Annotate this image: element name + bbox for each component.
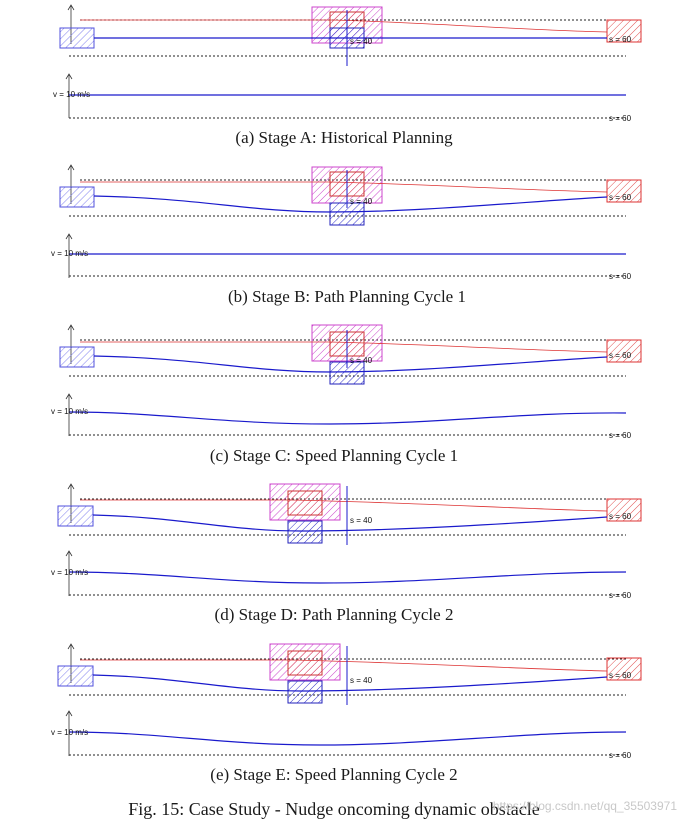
target-box bbox=[606, 657, 642, 681]
ego-vehicle-box bbox=[59, 27, 95, 49]
planned-path bbox=[92, 514, 608, 532]
reference-line bbox=[80, 19, 608, 33]
planned-path bbox=[93, 355, 608, 373]
panel-d: s = 40 s = 60 v = 10 m/s s = 60 (d) Stag… bbox=[51, 483, 642, 624]
ego-vehicle-box bbox=[59, 186, 95, 208]
panel-e: s = 40 s = 60 v = 10 m/s s = 60 (e) Stag… bbox=[51, 643, 642, 784]
target-box bbox=[606, 19, 642, 43]
end-label: s = 60 bbox=[609, 351, 632, 360]
v-end-label: s = 60 bbox=[609, 591, 632, 600]
y-axis-arrow bbox=[65, 393, 73, 400]
v-label: v = 10 m/s bbox=[51, 407, 88, 416]
v-label: v = 10 m/s bbox=[51, 249, 88, 258]
path-plot: s = 40 s = 60 bbox=[59, 324, 642, 385]
figure-caption: Fig. 15: Case Study - Nudge oncoming dyn… bbox=[128, 799, 539, 819]
reference-line bbox=[80, 499, 608, 512]
speed-plot: v = 10 m/s s = 60 bbox=[51, 233, 632, 281]
y-axis-arrow bbox=[67, 4, 75, 11]
panel-b: s = 40 s = 60 v = 10 m/s s = 60 (b) Stag… bbox=[51, 164, 642, 306]
speed-plot: v = 10 m/s s = 60 bbox=[51, 393, 632, 440]
y-axis-arrow bbox=[67, 483, 75, 490]
dynamic-obstacle-box bbox=[287, 680, 323, 704]
y-axis-arrow bbox=[65, 710, 73, 717]
ego-vehicle-box bbox=[59, 346, 95, 368]
planned-path bbox=[92, 674, 608, 692]
watermark: https://blog.csdn.net/qq_35503971 bbox=[493, 799, 677, 813]
panel-caption: (d) Stage D: Path Planning Cycle 2 bbox=[215, 605, 454, 624]
obstacle-box bbox=[287, 650, 323, 676]
v-label: v = 10 m/s bbox=[51, 568, 88, 577]
path-plot: s = 40 s = 60 bbox=[59, 164, 642, 226]
reference-line bbox=[80, 659, 608, 672]
speed-profile bbox=[68, 411, 627, 425]
end-label: s = 60 bbox=[609, 671, 632, 680]
obstacle-box bbox=[287, 490, 323, 516]
dynamic-obstacle-box bbox=[287, 520, 323, 544]
s-label: s = 40 bbox=[350, 197, 373, 206]
v-end-label: s = 60 bbox=[609, 114, 632, 123]
v-label: v = 10 m/s bbox=[51, 728, 88, 737]
reference-line bbox=[80, 181, 608, 193]
panel-c: s = 40 s = 60 v = 10 m/s s = 60 (c) Stag… bbox=[51, 324, 642, 465]
s-label: s = 40 bbox=[350, 356, 373, 365]
path-plot: s = 40 s = 60 bbox=[59, 4, 642, 66]
panel-caption: (b) Stage B: Path Planning Cycle 1 bbox=[228, 287, 466, 306]
v-end-label: s = 60 bbox=[609, 272, 632, 281]
y-axis-arrow bbox=[67, 643, 75, 650]
panel-a: s = 40 s = 60 v = 10 m/s s = 60 (a) Stag… bbox=[53, 4, 642, 147]
end-label: s = 60 bbox=[609, 512, 632, 521]
ego-vehicle-box bbox=[57, 505, 94, 527]
end-label: s = 60 bbox=[609, 35, 632, 44]
path-plot: s = 40 s = 60 bbox=[57, 643, 642, 705]
v-end-label: s = 60 bbox=[609, 751, 632, 760]
panel-caption: (c) Stage C: Speed Planning Cycle 1 bbox=[210, 446, 458, 465]
target-box bbox=[606, 498, 642, 522]
speed-plot: v = 10 m/s s = 60 bbox=[51, 710, 632, 760]
speed-profile bbox=[68, 731, 627, 746]
panel-caption: (a) Stage A: Historical Planning bbox=[235, 128, 453, 147]
v-end-label: s = 60 bbox=[609, 431, 632, 440]
y-axis-arrow bbox=[67, 324, 75, 331]
speed-plot: v = 10 m/s s = 60 bbox=[53, 73, 632, 123]
speed-profile bbox=[68, 571, 627, 584]
planned-path bbox=[93, 195, 608, 213]
end-label: s = 60 bbox=[609, 193, 632, 202]
path-plot: s = 40 s = 60 bbox=[57, 483, 642, 545]
y-axis-arrow bbox=[67, 164, 75, 171]
y-axis-arrow bbox=[65, 73, 73, 80]
panel-caption: (e) Stage E: Speed Planning Cycle 2 bbox=[210, 765, 457, 784]
s-label: s = 40 bbox=[350, 37, 373, 46]
target-box bbox=[606, 339, 642, 363]
s-label: s = 40 bbox=[350, 676, 373, 685]
reference-line bbox=[80, 341, 608, 353]
ego-vehicle-box bbox=[57, 665, 94, 687]
s-label: s = 40 bbox=[350, 516, 373, 525]
y-axis-arrow bbox=[65, 233, 73, 240]
target-box bbox=[606, 179, 642, 203]
speed-plot: v = 10 m/s s = 60 bbox=[51, 550, 632, 600]
y-axis-arrow bbox=[65, 550, 73, 557]
v-label: v = 10 m/s bbox=[53, 90, 90, 99]
